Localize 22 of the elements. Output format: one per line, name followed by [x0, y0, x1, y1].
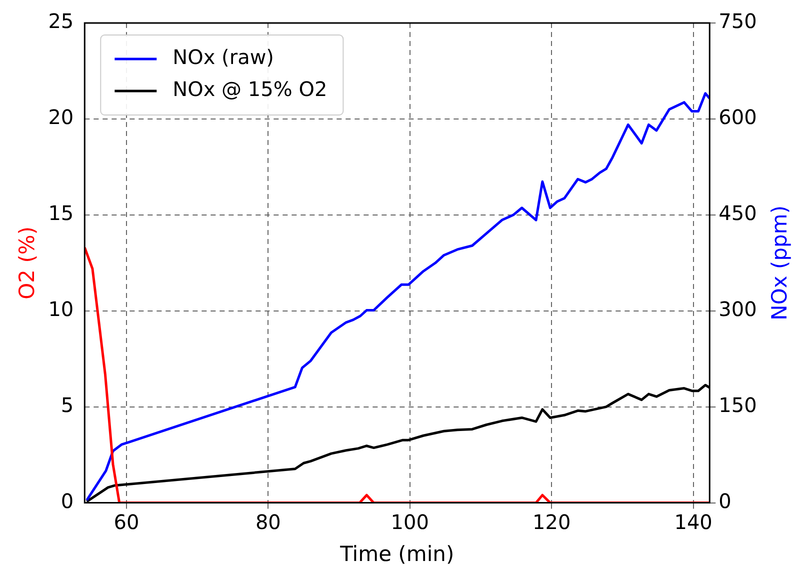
y-tick-label: 0 [60, 489, 74, 514]
y-tick-label: 25 [48, 9, 74, 34]
y2-tick-label: 300 [718, 297, 757, 322]
y-tick-label: 5 [60, 393, 74, 418]
x-tick-label: 140 [674, 510, 712, 534]
y2-tick-label: 450 [718, 201, 757, 226]
x-tick-label: 60 [114, 510, 140, 534]
legend-label: NOx (raw) [172, 45, 274, 70]
y2-axis-title: NOx (ppm) [767, 205, 792, 320]
y-tick-label: 20 [48, 105, 74, 130]
legend-label: NOx @ 15% O2 [172, 77, 328, 102]
y2-tick-label: 750 [718, 9, 757, 34]
x-tick-label: 80 [255, 510, 281, 534]
x-tick-label: 120 [532, 510, 571, 534]
y-tick-label: 10 [48, 297, 74, 322]
y2-tick-label: 600 [718, 105, 757, 130]
x-tick-label: 100 [390, 510, 429, 534]
x-axis-title: Time (min) [339, 542, 454, 566]
y2-tick-label: 150 [718, 393, 757, 418]
y2-tick-label: 0 [718, 489, 732, 514]
y-axis-title: O2 (%) [15, 226, 40, 300]
y-tick-label: 15 [48, 201, 74, 226]
